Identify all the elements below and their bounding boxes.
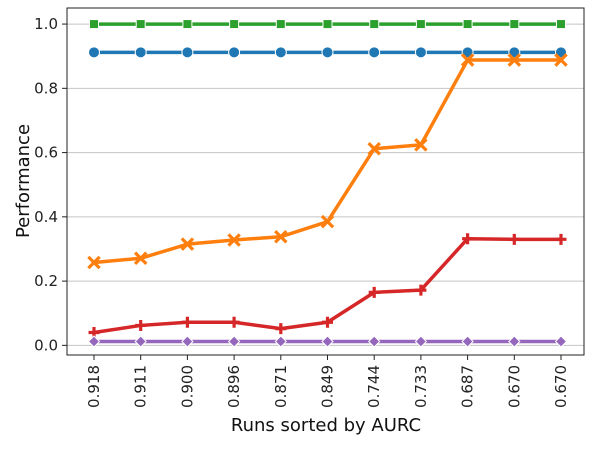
data-point-square	[322, 19, 333, 30]
data-point-diamond	[461, 335, 474, 348]
data-point-diamond	[414, 335, 428, 348]
data-point-plus	[508, 233, 520, 245]
data-point-diamond	[134, 335, 147, 348]
x-axis-ticks: 0.918 0.911 0.900 0.896 0.871 0.849 0.744 0.733…	[85, 355, 570, 408]
x-tick-label: 0.733	[412, 365, 430, 408]
x-axis-title: Runs sorted by AURC	[231, 415, 421, 436]
data-point-x	[274, 230, 288, 244]
x-tick-label: 0.911	[132, 365, 150, 408]
data-point-circle	[88, 46, 100, 59]
x-tick-label: 0.744	[365, 365, 383, 408]
y-tick-label: 0.4	[34, 208, 58, 226]
series-2	[88, 46, 567, 59]
data-point-x	[87, 255, 101, 270]
x-tick-label: 0.670	[552, 365, 570, 408]
plot-background	[67, 8, 584, 355]
data-point-square	[369, 19, 380, 30]
data-point-diamond	[274, 335, 288, 348]
data-point-x	[507, 53, 522, 67]
data-point-circle	[134, 46, 147, 59]
data-point-diamond	[554, 335, 568, 348]
data-point-x	[367, 141, 381, 156]
data-point-plus	[322, 316, 333, 328]
x-tick-label: 0.871	[272, 365, 290, 408]
data-point-square	[182, 19, 193, 30]
data-point-x	[227, 233, 241, 247]
y-tick-label: 1.0	[34, 15, 58, 33]
data-point-square	[135, 19, 146, 30]
data-point-square	[229, 19, 240, 30]
series-5	[87, 335, 568, 348]
x-tick-label: 0.918	[85, 365, 103, 408]
x-tick-label: 0.849	[319, 365, 337, 408]
series-3	[87, 53, 568, 270]
data-point-x	[133, 251, 148, 266]
data-point-circle	[368, 46, 381, 59]
x-tick-label: 0.670	[505, 365, 523, 408]
data-point-plus	[228, 316, 240, 328]
data-point-plus	[462, 233, 474, 245]
y-tick-label: 0.6	[34, 144, 58, 162]
data-point-circle	[321, 46, 334, 59]
data-point-square	[89, 19, 99, 30]
data-point-diamond	[508, 335, 521, 348]
x-tick-label: 0.900	[178, 365, 196, 408]
data-point-square	[275, 19, 286, 30]
data-point-circle	[228, 46, 241, 59]
series-group	[87, 19, 568, 348]
data-point-x	[180, 237, 195, 251]
data-point-x	[554, 53, 568, 67]
data-point-plus	[415, 284, 427, 296]
data-point-x	[414, 138, 428, 152]
y-axis-ticks: 0.0 0.2 0.4 0.6 0.8 1.0	[34, 15, 67, 354]
data-point-x	[460, 53, 475, 67]
y-tick-label: 0.8	[34, 79, 58, 97]
data-point-square	[462, 19, 473, 30]
data-point-diamond	[321, 335, 334, 348]
data-point-circle	[274, 46, 287, 59]
data-point-square	[415, 19, 426, 30]
data-point-circle	[181, 46, 194, 59]
data-point-plus	[135, 319, 147, 331]
x-tick-label: 0.687	[459, 365, 477, 408]
data-point-diamond	[367, 335, 381, 348]
x-tick-label: 0.896	[225, 365, 243, 408]
series-4	[88, 233, 567, 339]
data-point-diamond	[227, 335, 241, 348]
data-point-square	[556, 19, 566, 30]
data-point-square	[509, 19, 520, 30]
data-point-plus	[275, 323, 287, 335]
data-point-diamond	[181, 335, 194, 348]
y-tick-label: 0.0	[34, 336, 58, 354]
y-tick-label: 0.2	[34, 272, 58, 290]
data-point-diamond	[87, 335, 101, 348]
data-point-plus	[368, 286, 380, 298]
data-point-x	[320, 214, 335, 229]
y-axis-title: Performance	[13, 124, 34, 238]
data-point-plus	[555, 233, 567, 245]
data-point-circle	[414, 46, 427, 59]
plot-frame	[66, 7, 585, 356]
data-point-plus	[181, 316, 193, 328]
series-1	[89, 19, 566, 30]
